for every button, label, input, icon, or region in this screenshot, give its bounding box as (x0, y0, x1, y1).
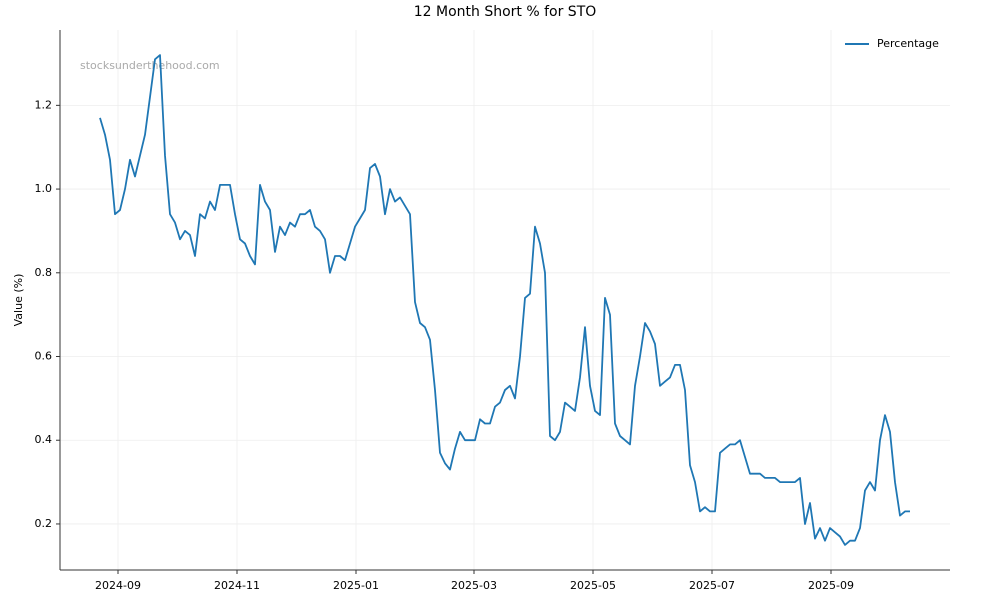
x-tick-label: 2025-09 (808, 579, 854, 592)
watermark: stocksunderthehood.com (80, 59, 220, 72)
x-tick-label: 2025-01 (333, 579, 379, 592)
legend-label: Percentage (877, 37, 939, 50)
x-tick-label: 2024-11 (214, 579, 260, 592)
y-tick-label: 0.2 (35, 517, 53, 530)
y-axis-label: Value (%) (12, 274, 25, 327)
line-series (99, 54, 910, 546)
y-tick-label: 0.6 (35, 350, 53, 363)
x-tick-label: 2025-07 (689, 579, 735, 592)
x-tick-label: 2025-03 (451, 579, 497, 592)
y-tick-label: 1.0 (35, 182, 53, 195)
x-tick-label: 2024-09 (95, 579, 141, 592)
chart-title: 12 Month Short % for STO (414, 4, 597, 20)
y-tick-label: 0.8 (35, 266, 53, 279)
y-tick-label: 0.4 (35, 433, 53, 446)
y-tick-label: 1.2 (35, 98, 53, 111)
x-tick-label: 2025-05 (570, 579, 616, 592)
